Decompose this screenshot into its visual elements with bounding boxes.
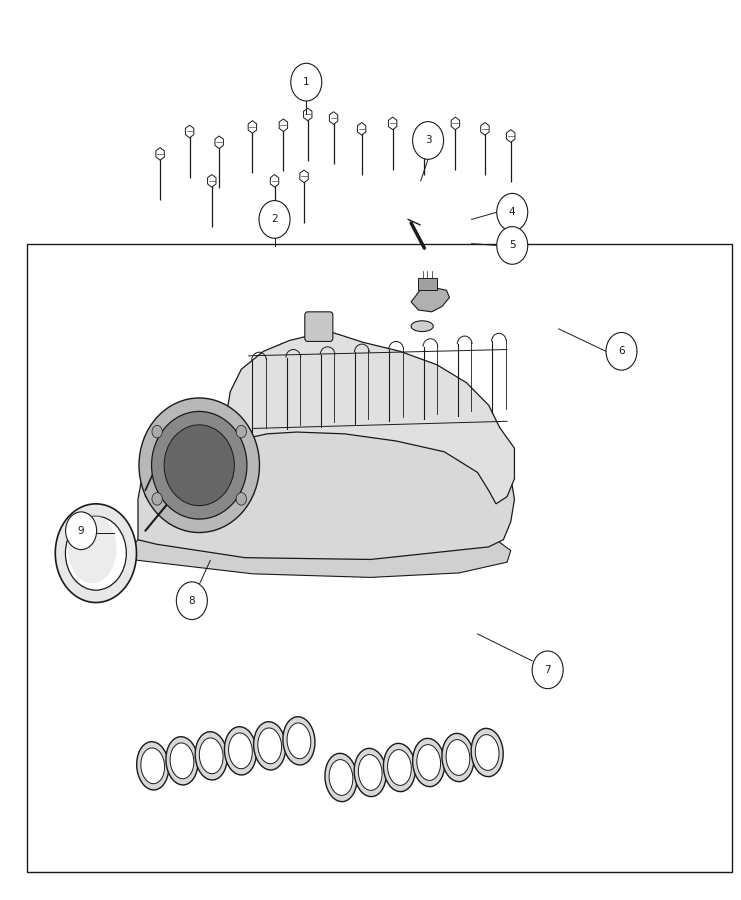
Polygon shape bbox=[270, 175, 279, 187]
Ellipse shape bbox=[199, 738, 223, 774]
Ellipse shape bbox=[136, 742, 169, 790]
Circle shape bbox=[606, 332, 637, 370]
Ellipse shape bbox=[170, 742, 194, 778]
Polygon shape bbox=[388, 117, 397, 130]
Text: 3: 3 bbox=[425, 136, 431, 146]
Circle shape bbox=[496, 194, 528, 231]
Circle shape bbox=[176, 582, 207, 619]
Circle shape bbox=[413, 122, 444, 159]
Polygon shape bbox=[507, 130, 515, 142]
Ellipse shape bbox=[283, 716, 315, 765]
Ellipse shape bbox=[442, 734, 474, 781]
Circle shape bbox=[496, 227, 528, 265]
Ellipse shape bbox=[287, 723, 310, 759]
Ellipse shape bbox=[166, 737, 198, 785]
Circle shape bbox=[56, 504, 136, 602]
Circle shape bbox=[259, 201, 290, 239]
Ellipse shape bbox=[253, 722, 286, 770]
Polygon shape bbox=[481, 122, 489, 135]
Ellipse shape bbox=[228, 733, 253, 769]
Ellipse shape bbox=[225, 726, 256, 775]
Polygon shape bbox=[215, 136, 223, 149]
Ellipse shape bbox=[139, 398, 259, 533]
FancyBboxPatch shape bbox=[305, 311, 333, 341]
Ellipse shape bbox=[359, 754, 382, 790]
Circle shape bbox=[236, 426, 247, 438]
Text: 1: 1 bbox=[303, 77, 310, 87]
Ellipse shape bbox=[141, 748, 165, 784]
Ellipse shape bbox=[383, 743, 416, 792]
Ellipse shape bbox=[195, 732, 227, 780]
Polygon shape bbox=[145, 407, 223, 500]
Ellipse shape bbox=[388, 750, 411, 786]
Circle shape bbox=[532, 651, 563, 688]
Polygon shape bbox=[138, 405, 514, 560]
Polygon shape bbox=[300, 170, 308, 183]
Ellipse shape bbox=[152, 411, 247, 519]
Polygon shape bbox=[279, 119, 288, 131]
Polygon shape bbox=[130, 540, 511, 578]
Text: 5: 5 bbox=[509, 240, 516, 250]
Circle shape bbox=[66, 512, 96, 550]
Polygon shape bbox=[156, 148, 165, 160]
Text: 8: 8 bbox=[188, 596, 195, 606]
Polygon shape bbox=[411, 287, 450, 311]
Text: 9: 9 bbox=[78, 526, 84, 536]
Ellipse shape bbox=[475, 734, 499, 770]
Ellipse shape bbox=[417, 744, 441, 780]
Text: 4: 4 bbox=[509, 207, 516, 217]
Polygon shape bbox=[227, 330, 514, 504]
Circle shape bbox=[152, 492, 162, 505]
Polygon shape bbox=[248, 121, 256, 133]
Polygon shape bbox=[451, 117, 459, 130]
Ellipse shape bbox=[68, 514, 116, 583]
Ellipse shape bbox=[258, 728, 282, 764]
Polygon shape bbox=[207, 175, 216, 187]
Ellipse shape bbox=[354, 749, 386, 796]
Ellipse shape bbox=[411, 320, 433, 331]
Polygon shape bbox=[185, 125, 194, 138]
Polygon shape bbox=[357, 122, 366, 135]
Circle shape bbox=[290, 63, 322, 101]
Bar bbox=[27, 244, 732, 872]
Ellipse shape bbox=[325, 753, 357, 802]
Circle shape bbox=[65, 517, 126, 590]
Ellipse shape bbox=[471, 728, 503, 777]
Polygon shape bbox=[304, 108, 312, 121]
Polygon shape bbox=[419, 122, 428, 135]
Text: 7: 7 bbox=[545, 665, 551, 675]
Ellipse shape bbox=[164, 425, 234, 506]
Polygon shape bbox=[419, 278, 437, 291]
Text: 6: 6 bbox=[618, 346, 625, 356]
Circle shape bbox=[152, 426, 162, 438]
Ellipse shape bbox=[329, 760, 353, 796]
Text: 2: 2 bbox=[271, 214, 278, 224]
Ellipse shape bbox=[413, 738, 445, 787]
Ellipse shape bbox=[446, 740, 470, 776]
Polygon shape bbox=[330, 112, 338, 124]
Circle shape bbox=[236, 492, 247, 505]
